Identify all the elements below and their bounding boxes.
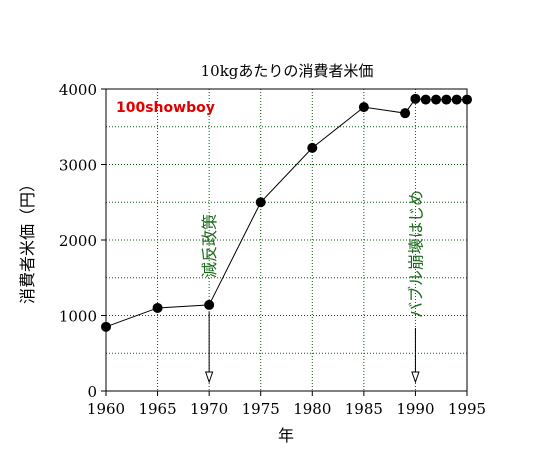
y-tick-label: 2000: [59, 232, 97, 250]
y-tick-label: 4000: [59, 81, 97, 99]
annotation-label: バブル崩壊はじめ: [406, 190, 425, 318]
x-axis-title: 年: [278, 426, 294, 445]
grid: [106, 89, 467, 391]
watermark: 100showboy: [116, 100, 215, 116]
data-point: [410, 93, 421, 104]
series: [101, 93, 472, 332]
x-tick-label: 1990: [396, 400, 434, 418]
data-point: [204, 299, 215, 310]
data-point: [400, 108, 411, 119]
data-point: [451, 94, 462, 105]
y-axis-title: 消費者米価（円）: [18, 176, 37, 304]
x-tick-label: 1970: [190, 400, 228, 418]
x-tick-label: 1960: [87, 400, 125, 418]
x-tick-label: 1995: [448, 400, 486, 418]
x-tick-label: 1965: [138, 400, 176, 418]
data-point: [358, 102, 369, 113]
annotation-arrow-head: [204, 371, 214, 384]
y-tick-label: 0: [87, 383, 97, 401]
x-tick-label: 1980: [293, 400, 331, 418]
data-point: [307, 142, 318, 153]
y-tick-label: 1000: [59, 308, 97, 326]
data-point: [462, 94, 472, 105]
y-axis-ticks: 0 1000 2000 3000 4000: [59, 81, 106, 401]
annotations: 減反政策 バブル崩壊はじめ: [200, 190, 425, 384]
annotation-label: 減反政策: [200, 214, 219, 278]
chart-title: 10kgあたりの消費者米価: [201, 62, 374, 80]
data-point: [152, 302, 163, 313]
data-point: [101, 321, 111, 332]
x-tick-label: 1985: [345, 400, 383, 418]
data-point: [431, 94, 442, 105]
data-point: [255, 197, 266, 208]
y-tick-label: 3000: [59, 157, 97, 175]
data-point: [441, 94, 452, 105]
x-tick-label: 1975: [242, 400, 280, 418]
data-point: [420, 94, 431, 105]
x-axis-ticks: 1960 1965 1970 1975 1980 1985 1990 1995: [87, 391, 486, 418]
annotation-arrow-head: [411, 371, 420, 384]
